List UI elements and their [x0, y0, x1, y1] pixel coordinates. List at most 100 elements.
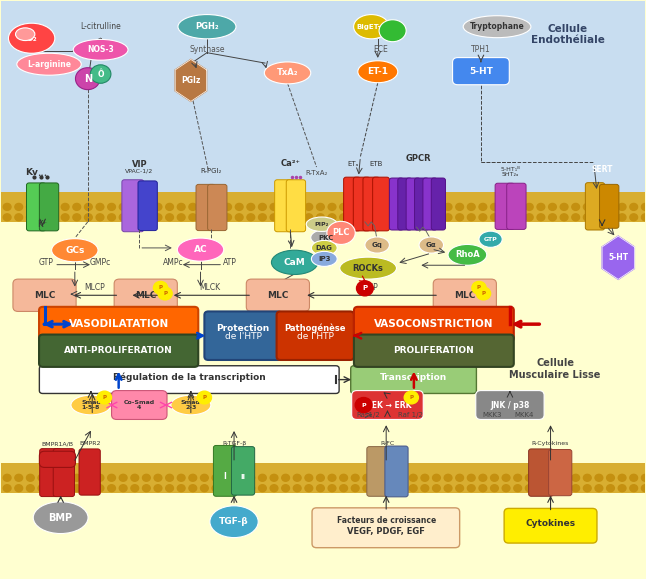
Circle shape [398, 203, 406, 210]
Circle shape [328, 214, 336, 221]
Text: BigET-1: BigET-1 [357, 24, 386, 30]
Ellipse shape [264, 62, 311, 84]
Circle shape [177, 485, 185, 492]
Text: JNK / p38: JNK / p38 [490, 401, 530, 409]
Text: Ras1/2: Ras1/2 [356, 412, 380, 418]
FancyBboxPatch shape [432, 178, 446, 230]
Text: Smad
1-5-8: Smad 1-5-8 [81, 400, 101, 411]
FancyBboxPatch shape [138, 181, 158, 230]
Circle shape [143, 214, 151, 221]
Text: GCs: GCs [65, 245, 85, 255]
Text: K⁺: K⁺ [37, 220, 48, 229]
Text: MLCK: MLCK [200, 283, 221, 291]
FancyBboxPatch shape [367, 446, 390, 496]
Text: MLC: MLC [135, 291, 156, 300]
Circle shape [270, 214, 278, 221]
Text: P: P [361, 402, 366, 408]
FancyBboxPatch shape [495, 183, 514, 229]
Circle shape [50, 474, 57, 481]
Text: PROLIFERATION: PROLIFERATION [393, 346, 474, 356]
Circle shape [618, 474, 626, 481]
Circle shape [375, 485, 382, 492]
Circle shape [305, 485, 313, 492]
Circle shape [630, 474, 638, 481]
Circle shape [410, 203, 417, 210]
Ellipse shape [311, 229, 342, 245]
Circle shape [386, 485, 394, 492]
Circle shape [468, 485, 475, 492]
FancyBboxPatch shape [207, 184, 227, 230]
Circle shape [85, 203, 92, 210]
FancyBboxPatch shape [406, 178, 421, 230]
FancyBboxPatch shape [353, 177, 370, 231]
Circle shape [404, 391, 419, 404]
FancyBboxPatch shape [53, 449, 74, 497]
Circle shape [548, 214, 556, 221]
Circle shape [143, 485, 151, 492]
Circle shape [235, 203, 243, 210]
FancyBboxPatch shape [1, 1, 645, 192]
Text: VIP: VIP [132, 160, 147, 169]
Ellipse shape [479, 231, 502, 247]
Polygon shape [175, 60, 207, 101]
Ellipse shape [306, 217, 337, 232]
FancyBboxPatch shape [475, 391, 544, 419]
Circle shape [3, 214, 11, 221]
Circle shape [61, 485, 69, 492]
Circle shape [525, 474, 533, 481]
Circle shape [200, 214, 208, 221]
Circle shape [235, 214, 243, 221]
Circle shape [317, 485, 324, 492]
Circle shape [433, 203, 441, 210]
Circle shape [502, 474, 510, 481]
Text: ETₐ: ETₐ [348, 161, 359, 167]
Ellipse shape [76, 68, 100, 90]
Text: Cytokines: Cytokines [525, 519, 576, 527]
Text: 5-HT: 5-HT [608, 253, 629, 262]
Circle shape [490, 214, 498, 221]
Text: I: I [224, 472, 227, 481]
Circle shape [15, 214, 23, 221]
Circle shape [26, 203, 34, 210]
Circle shape [502, 214, 510, 221]
Text: Cellule
Musculaire Lisse: Cellule Musculaire Lisse [510, 358, 601, 380]
FancyBboxPatch shape [275, 179, 294, 232]
Circle shape [421, 203, 429, 210]
Ellipse shape [8, 23, 55, 53]
FancyBboxPatch shape [39, 335, 198, 367]
Circle shape [328, 485, 336, 492]
Text: Ô: Ô [98, 69, 104, 79]
Circle shape [375, 214, 382, 221]
Text: 5-HT: 5-HT [469, 67, 493, 76]
Ellipse shape [419, 237, 444, 253]
Circle shape [456, 214, 464, 221]
Circle shape [595, 474, 603, 481]
Circle shape [166, 203, 173, 210]
Text: TGF-β: TGF-β [219, 517, 249, 526]
Circle shape [120, 214, 127, 221]
Circle shape [73, 474, 81, 481]
Text: RhoA: RhoA [455, 250, 480, 259]
Circle shape [108, 485, 116, 492]
Text: P: P [158, 285, 163, 290]
Circle shape [96, 474, 104, 481]
FancyBboxPatch shape [26, 183, 46, 231]
Circle shape [3, 485, 11, 492]
Text: Synthase: Synthase [189, 45, 225, 54]
Circle shape [548, 203, 556, 210]
Text: ETB: ETB [370, 161, 383, 167]
Circle shape [583, 203, 591, 210]
Circle shape [537, 214, 545, 221]
Text: ROCKs: ROCKs [353, 263, 384, 273]
Circle shape [282, 474, 289, 481]
FancyBboxPatch shape [354, 335, 514, 367]
Circle shape [258, 214, 266, 221]
Circle shape [154, 281, 168, 294]
Circle shape [282, 203, 289, 210]
Text: PGIz: PGIz [181, 76, 200, 85]
Text: GTP: GTP [38, 258, 53, 267]
Circle shape [618, 214, 626, 221]
Ellipse shape [210, 506, 258, 537]
FancyBboxPatch shape [599, 184, 619, 228]
Circle shape [26, 474, 34, 481]
